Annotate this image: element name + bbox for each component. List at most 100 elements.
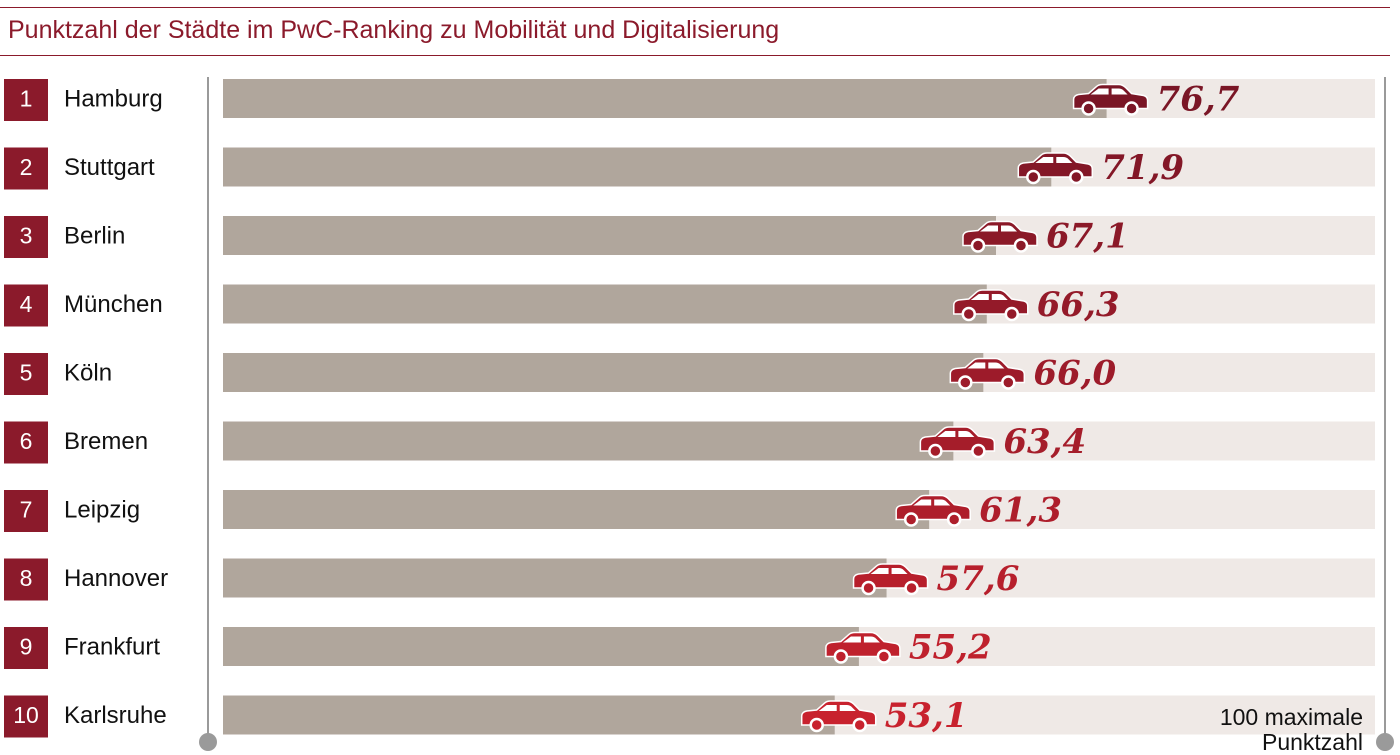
- top-rule: [0, 7, 1390, 8]
- car-wheel: [876, 649, 892, 664]
- car-window: [1056, 157, 1073, 163]
- car-window: [1111, 88, 1128, 95]
- car-window: [842, 636, 861, 643]
- rank-box: [4, 695, 48, 738]
- car-wheel: [904, 580, 919, 596]
- rank-number: 6: [20, 428, 33, 454]
- title-rule: [0, 55, 1390, 56]
- rank-number: 8: [20, 565, 33, 591]
- rank-box: [4, 216, 48, 258]
- car-wheel: [1069, 169, 1084, 185]
- bar: [223, 147, 1052, 187]
- car-window: [863, 636, 880, 643]
- car-wheel: [958, 375, 973, 390]
- value-label: 53,1: [885, 696, 968, 736]
- rank-number: 7: [20, 497, 33, 523]
- car-icon: [895, 494, 971, 527]
- car-window: [1090, 88, 1109, 95]
- chart-title: Punktzahl der Städte im PwC-Ranking zu M…: [8, 16, 780, 44]
- car-icon: [949, 357, 1026, 390]
- city-label: Hamburg: [64, 86, 163, 113]
- car-wheel: [961, 306, 977, 322]
- car-icon: [800, 700, 877, 733]
- value-label: 67,1: [1046, 217, 1129, 257]
- car-window: [870, 568, 889, 574]
- car-icon: [825, 631, 901, 664]
- car-window: [818, 705, 837, 711]
- rank-box: [4, 490, 48, 532]
- city-label: Karlsruhe: [64, 702, 167, 729]
- rank-number: 5: [20, 360, 33, 386]
- car-icon: [962, 220, 1038, 253]
- rank-box: [4, 284, 48, 327]
- car-wheel: [1124, 101, 1139, 116]
- car-window: [958, 431, 975, 437]
- car-window: [967, 362, 986, 369]
- car-window: [988, 362, 1005, 369]
- car-wheel: [861, 580, 876, 596]
- bar: [223, 353, 984, 392]
- value-label: 55,2: [909, 628, 992, 668]
- car-wheel: [971, 443, 986, 459]
- car-wheel: [903, 512, 919, 527]
- axis-end-dot-left: [199, 733, 217, 751]
- value-label: 61,3: [979, 491, 1062, 531]
- bar: [223, 558, 887, 598]
- rank-box: [4, 627, 48, 669]
- rank-box: [4, 421, 48, 464]
- rank-number: 1: [20, 86, 33, 112]
- value-label: 63,4: [1003, 422, 1086, 462]
- rank-box: [4, 558, 48, 601]
- rank-number: 9: [20, 634, 33, 660]
- value-label: 66,0: [1033, 354, 1116, 394]
- city-label: Bremen: [64, 428, 148, 455]
- rank-box: [4, 353, 48, 395]
- rank-number: 2: [20, 154, 33, 180]
- bar: [223, 421, 954, 461]
- axis-end-dot-right: [1376, 733, 1394, 751]
- city-label: Berlin: [64, 223, 125, 250]
- car-wheel: [833, 649, 849, 664]
- city-label: München: [64, 291, 163, 318]
- car-icon: [1017, 152, 1094, 185]
- city-label: Köln: [64, 360, 112, 387]
- value-label: 71,9: [1101, 148, 1184, 188]
- car-wheel: [1001, 375, 1016, 390]
- car-wheel: [946, 512, 962, 527]
- car-wheel: [1081, 101, 1096, 116]
- value-label: 57,6: [937, 559, 1020, 599]
- car-icon: [1072, 83, 1149, 116]
- rank-box: [4, 147, 48, 190]
- car-wheel: [1004, 306, 1020, 322]
- rank-number: 3: [20, 223, 33, 249]
- car-wheel: [1026, 169, 1041, 185]
- car-icon: [919, 426, 996, 459]
- car-icon: [852, 563, 929, 596]
- value-label: 66,3: [1037, 285, 1120, 325]
- bar: [223, 284, 987, 324]
- bar: [223, 627, 859, 666]
- rank-number: 10: [13, 702, 39, 728]
- bar: [223, 490, 930, 529]
- car-window: [839, 705, 856, 711]
- car-wheel: [970, 238, 986, 253]
- city-label: Frankfurt: [64, 634, 160, 661]
- car-wheel: [928, 443, 943, 459]
- car-window: [934, 499, 951, 506]
- rank-box: [4, 79, 48, 121]
- car-window: [970, 294, 989, 300]
- car-window: [891, 568, 908, 574]
- car-wheel: [852, 717, 867, 733]
- car-window: [937, 431, 956, 437]
- car-wheel: [809, 717, 824, 733]
- city-label: Stuttgart: [64, 154, 155, 181]
- value-label: 76,7: [1157, 80, 1240, 120]
- max-points-label: 100 maximale Punktzahl: [1219, 704, 1363, 755]
- car-window: [1000, 225, 1017, 232]
- car-window: [1035, 157, 1054, 163]
- car-window: [913, 499, 932, 506]
- bar: [223, 216, 996, 255]
- car-icon: [953, 289, 1029, 322]
- city-label: Leipzig: [64, 497, 140, 524]
